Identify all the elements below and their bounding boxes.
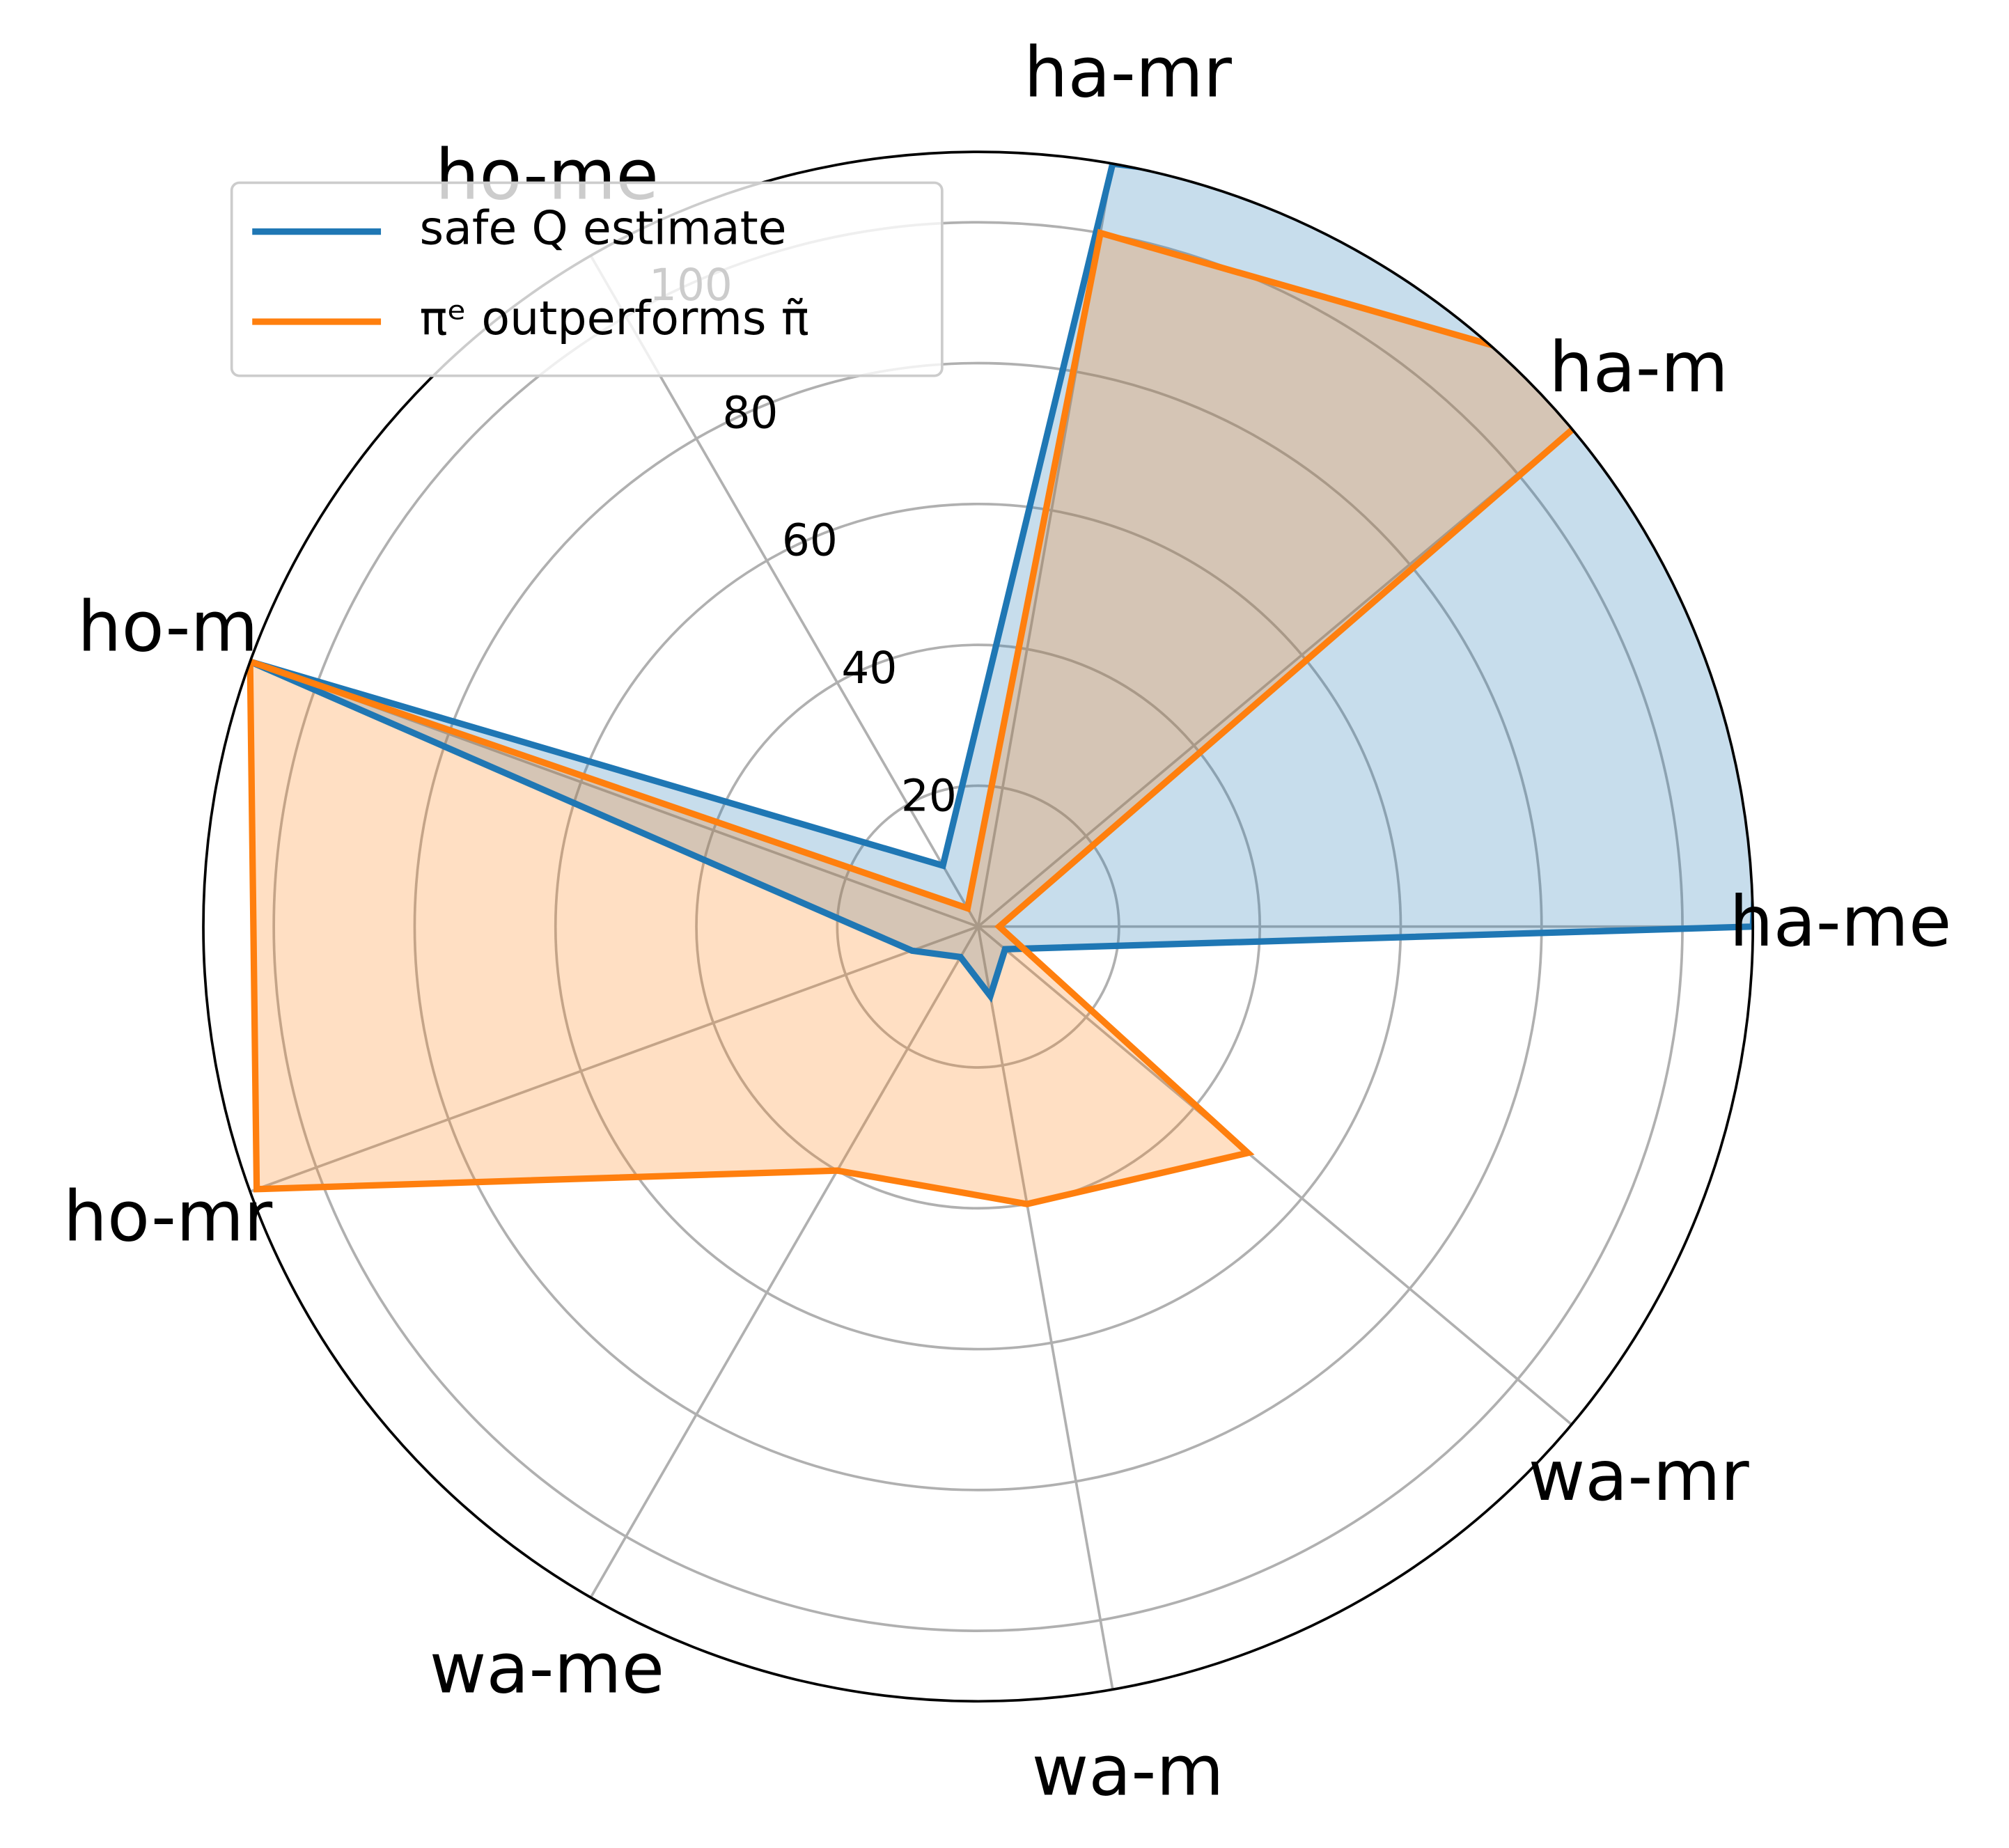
spoke: [249, 925, 979, 1193]
category-label: wa-me: [430, 1627, 664, 1709]
legend: safe Q estimate πᵉ outperforms π̃: [230, 181, 944, 377]
series-area: [250, 233, 1626, 1205]
polar-spine: [202, 150, 1755, 1703]
spoke: [977, 925, 1573, 1426]
r-tick-label: 80: [722, 387, 778, 438]
category-label: wa-mr: [1529, 1435, 1750, 1517]
spoke: [589, 925, 980, 1599]
spoke: [977, 428, 1573, 928]
series-line: [247, 228, 1632, 1207]
labels: 20406080100ha-meha-mha-mrho-meho-mho-mrw…: [63, 32, 1952, 1812]
r-tick-label: 20: [901, 770, 957, 821]
category-label: ho-m: [77, 586, 258, 668]
category-label: ha-m: [1549, 327, 1728, 408]
legend-box: [230, 181, 944, 377]
legend-label: πᵉ outperforms π̃: [420, 291, 809, 345]
series-area: [250, 163, 1753, 996]
legend-label: safe Q estimate: [420, 201, 787, 256]
spoke: [976, 926, 1114, 1690]
category-label: wa-m: [1032, 1730, 1224, 1812]
grid: [249, 163, 1753, 1690]
category-label: ho-mr: [63, 1176, 273, 1258]
r-tick-label: 60: [782, 515, 838, 566]
category-label: ha-me: [1729, 881, 1951, 962]
r-tick-label: 40: [841, 643, 897, 694]
category-label: ha-mr: [1024, 32, 1233, 113]
plot-area: [247, 159, 1753, 1207]
